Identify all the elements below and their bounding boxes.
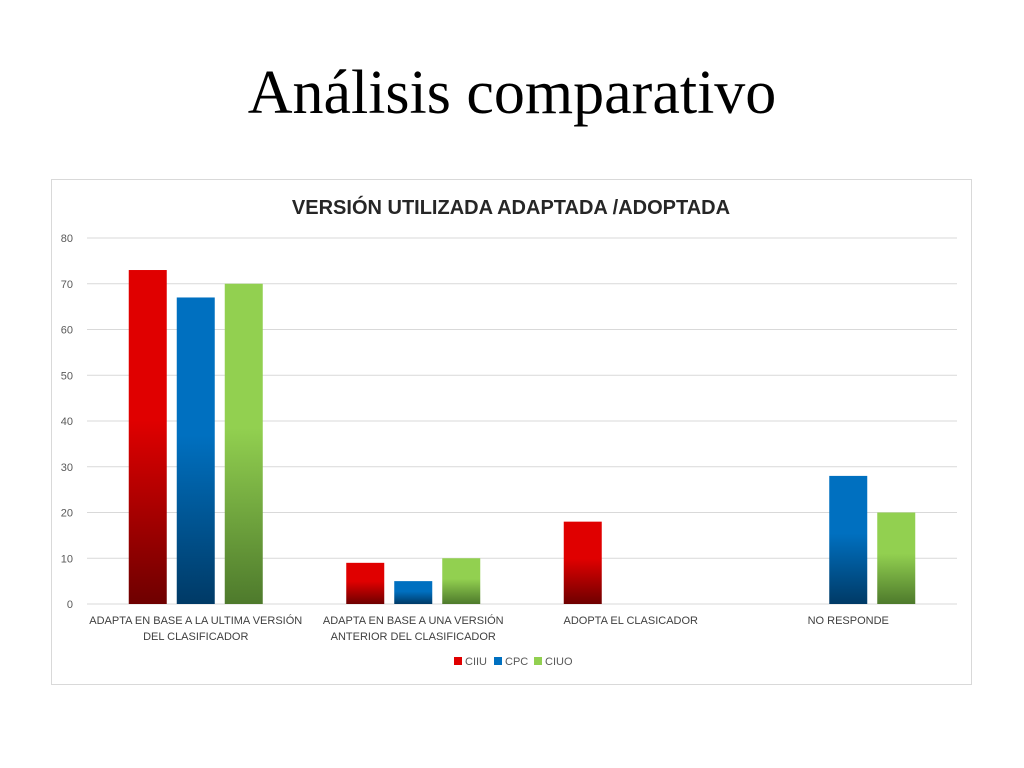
legend-label-ciuo: CIUO [545, 656, 573, 668]
legend-label-ciiu: CIIU [465, 656, 487, 668]
x-tick-label: ANTERIOR DEL CLASIFICADOR [331, 631, 496, 643]
y-tick-label: 40 [61, 416, 73, 428]
bar-ciuo [877, 512, 916, 604]
bar-ciuo [224, 283, 263, 604]
y-tick-label: 60 [61, 325, 73, 337]
legend-swatch-ciuo [534, 657, 542, 665]
bar-ciiu [346, 562, 385, 604]
y-tick-label: 50 [61, 370, 73, 382]
bar-ciuo [442, 558, 481, 604]
bar-cpc [176, 297, 215, 604]
bar-ciiu [128, 270, 167, 604]
bar-ciiu [563, 521, 602, 604]
x-tick-label: NO RESPONDE [808, 615, 889, 627]
x-tick-label: ADAPTA EN BASE A LA ULTIMA VERSIÓN [89, 614, 302, 627]
bar-chart: VERSIÓN UTILIZADA ADAPTADA /ADOPTADA 0 10 2… [61, 195, 957, 668]
y-tick-label: 80 [61, 233, 73, 245]
bar-cpc [394, 581, 433, 604]
y-tick-label: 70 [61, 279, 73, 291]
y-tick-label: 10 [61, 553, 73, 565]
x-tick-label: ADOPTA EL CLASICADOR [564, 615, 699, 627]
y-tick-label: 30 [61, 462, 73, 474]
x-tick-label: ADAPTA EN BASE A UNA VERSIÓN [323, 614, 504, 627]
legend-label-cpc: CPC [505, 656, 528, 668]
bar-cpc [829, 475, 868, 604]
y-tick-label: 20 [61, 508, 73, 520]
slide-title: Análisis comparativo [247, 59, 777, 127]
chart-title: VERSIÓN UTILIZADA ADAPTADA /ADOPTADA [292, 195, 730, 219]
legend-swatch-cpc [494, 657, 502, 665]
legend-swatch-ciiu [454, 657, 462, 665]
y-tick-label: 0 [67, 599, 73, 611]
x-tick-label: DEL CLASIFICADOR [143, 631, 248, 643]
